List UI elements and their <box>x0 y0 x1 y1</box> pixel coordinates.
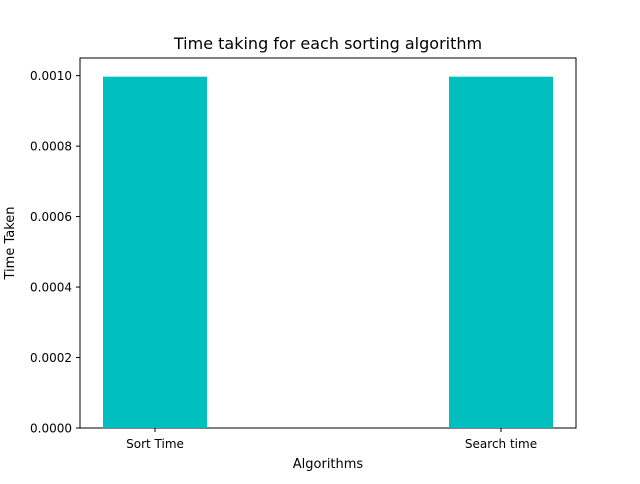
y-tick-label: 0.0010 <box>30 69 72 83</box>
x-axis-label: Algorithms <box>293 457 364 472</box>
y-tick-label: 0.0002 <box>30 351 72 365</box>
y-tick-label: 0.0006 <box>30 210 72 224</box>
y-tick-label: 0.0004 <box>30 281 72 295</box>
chart-title: Time taking for each sorting algorithm <box>173 34 482 53</box>
plot-area: 0.0000 0.0002 0.0004 0.0006 0.0008 0.0010 Sor… <box>30 57 577 451</box>
y-tick-label: 0.0008 <box>30 140 72 154</box>
x-tick-label: Sort Time <box>126 437 184 451</box>
x-tick-label: Search time <box>465 437 537 451</box>
bars-layer <box>103 76 553 429</box>
y-ticks: 0.0000 0.0002 0.0004 0.0006 0.0008 0.0010 <box>30 69 80 436</box>
y-tick-label: 0.0000 <box>30 422 72 436</box>
bar-0 <box>103 76 207 429</box>
y-axis-label: Time Taken <box>3 206 18 280</box>
bar-1 <box>449 76 553 429</box>
axes-frame <box>79 57 577 429</box>
x-ticks: Sort Time Search time <box>126 428 537 451</box>
